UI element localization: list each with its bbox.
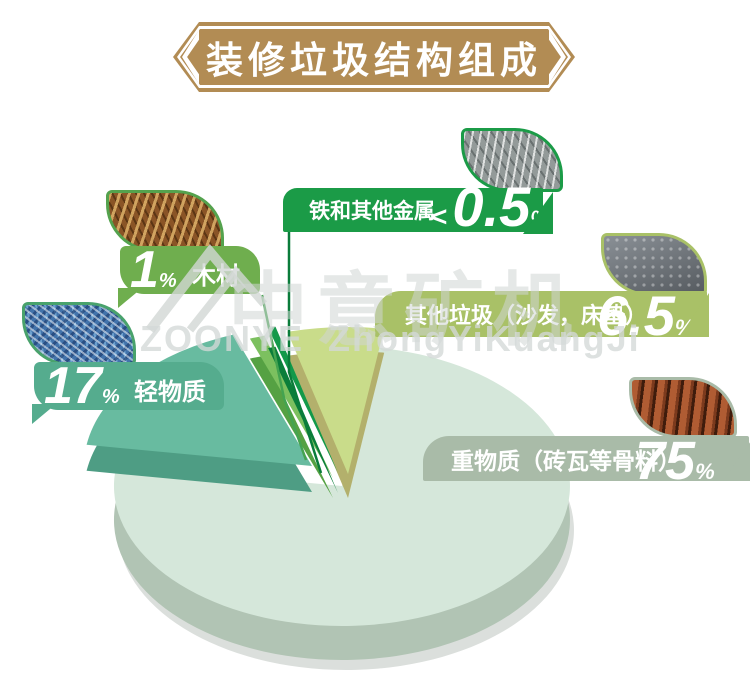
scrap-metal-photo [461,128,563,192]
callout-metal-bar: 铁和其他金属 [283,188,543,232]
callout-other-bar: 其他垃圾（沙发，床垫） [375,291,707,337]
callout-other: 其他垃圾（沙发，床垫） 6.5 % [375,275,715,347]
callout-heavy: 重物质（砖瓦等骨料） 75 % [423,422,750,492]
slice-heavy-top [113,347,570,626]
callout-other-label: 其他垃圾（沙发，床垫） [405,303,648,328]
callout-light-bar [34,362,224,410]
callout-light: 17 % 轻物质 [32,348,242,424]
wood-chips-photo [106,190,224,252]
callout-wood: 1 % 木材 [118,232,288,308]
callout-metal-label: 铁和其他金属 [309,200,435,223]
connector-metal [287,231,323,474]
callout-metal: 铁和其他金属 < 0.5 % [281,168,573,234]
callout-wood-label: 木材 [192,263,240,290]
callout-light-value: 17 % [44,357,120,416]
callout-other-value: 6.5 % [597,283,695,347]
connector-wood [260,294,308,461]
slice-wood-side [249,355,333,498]
callout-wood-value: 1 % [130,241,177,300]
page-title: 装修垃圾结构组成 [206,40,542,81]
less-than-sign: < [431,200,448,232]
slice-other-top [287,327,385,474]
title-banner: 装修垃圾结构组成 [173,22,575,92]
callout-heavy-bar: 重物质（砖瓦等骨料） [423,436,749,481]
callout-heavy-value: 75 % [635,431,715,492]
callout-heavy-label: 重物质（砖瓦等骨料） [451,447,681,474]
bricks-photo [629,377,737,438]
slice-metal-top [268,326,338,473]
title-banner-inner-gold [180,29,568,85]
callout-light-label: 轻物质 [134,379,206,406]
